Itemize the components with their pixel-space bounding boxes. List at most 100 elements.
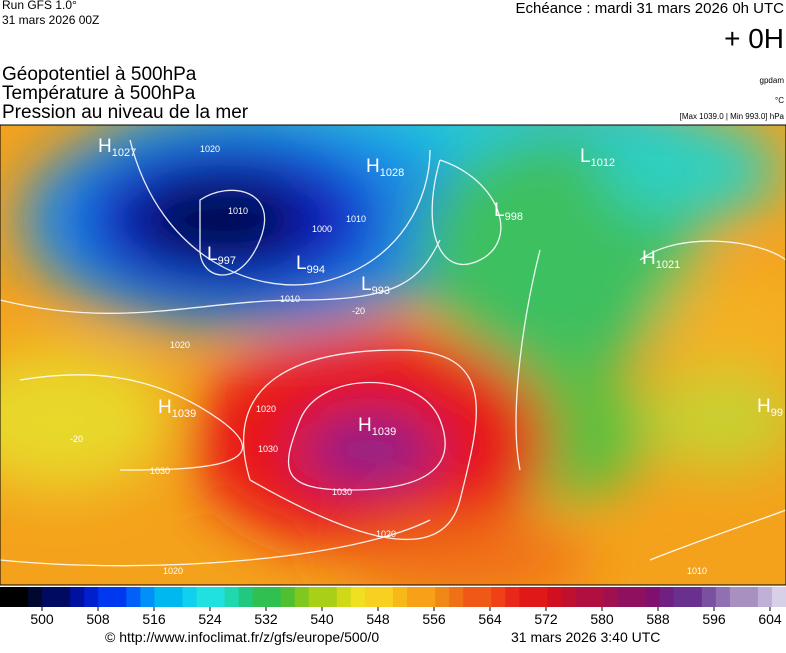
- colorbar-cell: [589, 587, 605, 607]
- center-value: 1012: [591, 157, 615, 169]
- colorbar-cell: [42, 587, 57, 607]
- center-value: 998: [505, 211, 523, 223]
- pressure-center: H1039: [158, 397, 196, 420]
- colorbar-cell: [519, 587, 534, 607]
- center-letter: L: [580, 146, 591, 167]
- colorbar-cell: [210, 587, 226, 607]
- colorbar-cell: [56, 587, 71, 607]
- colorbar-cell: [294, 587, 310, 607]
- colorbar-cell: [14, 587, 29, 607]
- center-letter: L: [494, 200, 505, 221]
- colorbar-label: 516: [142, 611, 166, 627]
- colorbar-label: 540: [310, 611, 334, 627]
- colorbar-cell: [673, 587, 689, 607]
- colorbar-label: 556: [422, 611, 446, 627]
- colorbar-label: 548: [366, 611, 390, 627]
- colorbar-label: 532: [254, 611, 278, 627]
- colorbar-label: 588: [646, 611, 670, 627]
- colorbar-cell: [28, 587, 43, 607]
- unit: °C: [775, 96, 784, 105]
- isobar-label: 1010: [228, 206, 248, 216]
- title: Géopotentiel à 500hPa: [2, 64, 197, 85]
- colorbar-cell: [547, 587, 562, 607]
- center-letter: H: [358, 415, 372, 436]
- colorbar-cell: [617, 587, 633, 607]
- colorbar-cell: [0, 587, 15, 607]
- center-value: 1028: [380, 167, 404, 179]
- isobar-label: 1010: [687, 566, 707, 576]
- colorbar-cell: [505, 587, 520, 607]
- colorbar-cell: [126, 587, 141, 607]
- center-letter: H: [98, 136, 112, 157]
- colorbar-cell: [561, 587, 576, 607]
- colorbar-cell: [757, 587, 773, 607]
- isobar-label: -20: [70, 434, 83, 444]
- colorbar-label: 580: [590, 611, 614, 627]
- colorbar-cell: [364, 587, 380, 607]
- colorbar-cell: [252, 587, 268, 607]
- center-value: 993: [372, 285, 390, 297]
- pressure-center: L997: [207, 244, 236, 267]
- isobar-label: 1020: [376, 529, 396, 539]
- center-value: 1039: [172, 408, 196, 420]
- colorbar-cell: [463, 587, 478, 607]
- isobar-label: 1010: [280, 294, 300, 304]
- colorbar-cell: [182, 587, 197, 607]
- colorbar-cell: [603, 587, 619, 607]
- colorbar-cell: [701, 587, 717, 607]
- center-letter: H: [757, 396, 771, 417]
- center-value: 994: [307, 264, 325, 276]
- colorbar-cell: [112, 587, 127, 607]
- colorbar-cell: [575, 587, 590, 607]
- colorbar-cell: [743, 587, 759, 607]
- colorbar-cell: [168, 587, 183, 607]
- isobar-label: 1030: [258, 444, 278, 454]
- colorbar-cell: [322, 587, 338, 607]
- pressure-center: H1027: [98, 136, 136, 159]
- map: [0, 125, 786, 585]
- colorbar-cell: [421, 587, 436, 607]
- pressure-center: L998: [494, 200, 523, 223]
- isobar-label: 1030: [150, 466, 170, 476]
- center-value: 1021: [656, 259, 680, 271]
- colorbar-label: 500: [30, 611, 54, 627]
- pressure-center: H99: [757, 396, 783, 419]
- center-letter: H: [642, 248, 656, 269]
- isobar-label: 1020: [163, 566, 183, 576]
- colorbar-cell: [224, 587, 240, 607]
- colorbar-label: 604: [758, 611, 782, 627]
- run-date: 31 mars 2026 00Z: [2, 13, 99, 27]
- colorbar-cell: [393, 587, 408, 607]
- colorbar-cell: [659, 587, 675, 607]
- colorbar-cell: [280, 587, 296, 607]
- isobar-label: 1010: [346, 214, 366, 224]
- colorbar-label: 524: [198, 611, 222, 627]
- center-letter: H: [158, 397, 172, 418]
- center-letter: L: [207, 244, 218, 265]
- echeance: Echéance : mardi 31 mars 2026 0h UTC: [516, 0, 785, 17]
- colorbar-cell: [449, 587, 464, 607]
- colorbar-cell: [491, 587, 506, 607]
- colorbar-cell: [378, 587, 394, 607]
- colorbar-cell: [98, 587, 113, 607]
- isobar-label: 1020: [256, 404, 276, 414]
- colorbar-cell: [336, 587, 352, 607]
- pressure-center: H1028: [366, 156, 404, 179]
- center-value: 99: [771, 407, 783, 419]
- run-label: Run GFS 1.0°: [2, 0, 77, 12]
- colorbar-cell: [84, 587, 99, 607]
- colorbar-cell: [238, 587, 254, 607]
- unit: gpdam: [760, 76, 785, 85]
- colorbar-cell: [70, 587, 85, 607]
- colorbar-label: 596: [702, 611, 726, 627]
- footer-url: © http://www.infoclimat.fr/z/gfs/europe/…: [105, 629, 379, 645]
- isobar-label: 1020: [170, 340, 190, 350]
- center-letter: L: [361, 274, 372, 295]
- colorbar-cell: [407, 587, 422, 607]
- colorbar-cell: [308, 587, 324, 607]
- center-letter: H: [366, 156, 380, 177]
- colorbar-label: 572: [534, 611, 558, 627]
- title: Température à 500hPa: [2, 83, 196, 104]
